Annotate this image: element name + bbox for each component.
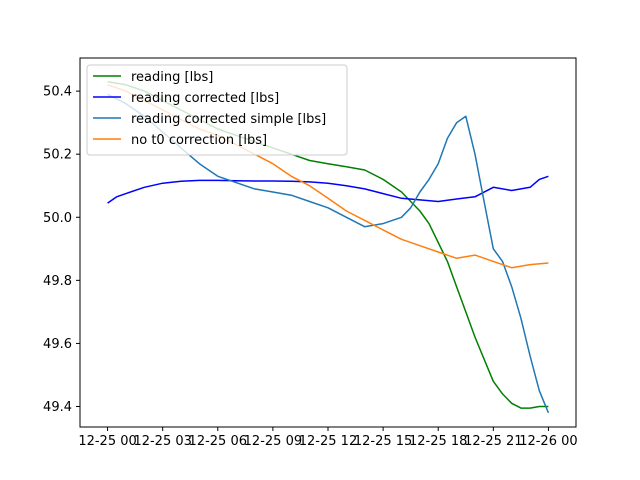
y-tick-label: 50.0 [43, 211, 72, 226]
legend-label-2: reading corrected simple [lbs] [131, 112, 326, 127]
y-tick-label: 50.2 [43, 148, 72, 163]
legend-label-0: reading [lbs] [131, 70, 213, 85]
legend-box [86, 64, 348, 156]
x-tick-label: 12-25 09 [244, 434, 302, 449]
x-tick-label: 12-26 00 [519, 434, 577, 449]
y-tick-label: 49.6 [43, 337, 72, 352]
series-line-2 [107, 93, 550, 414]
x-tick-label: 12-25 21 [464, 434, 522, 449]
x-tick-label: 12-25 15 [354, 434, 412, 449]
x-tick-label: 12-25 00 [78, 434, 136, 449]
legend: reading [lbs] reading corrected [lbs] read… [86, 64, 348, 156]
y-axis-ticks: 49.4 49.6 49.8 50.0 50.2 50.4 [43, 85, 80, 415]
legend-label-3: no t0 correction [lbs] [131, 133, 267, 148]
series-line-1 [107, 175, 549, 204]
legend-label-1: reading corrected [lbs] [131, 91, 279, 106]
y-tick-label: 49.4 [43, 400, 72, 415]
y-tick-label: 49.8 [43, 274, 72, 289]
y-tick-label: 50.4 [43, 85, 72, 100]
x-tick-label: 12-25 18 [409, 434, 467, 449]
x-tick-label: 12-25 03 [133, 434, 191, 449]
x-tick-label: 12-25 06 [189, 434, 247, 449]
x-tick-label: 12-25 12 [299, 434, 357, 449]
